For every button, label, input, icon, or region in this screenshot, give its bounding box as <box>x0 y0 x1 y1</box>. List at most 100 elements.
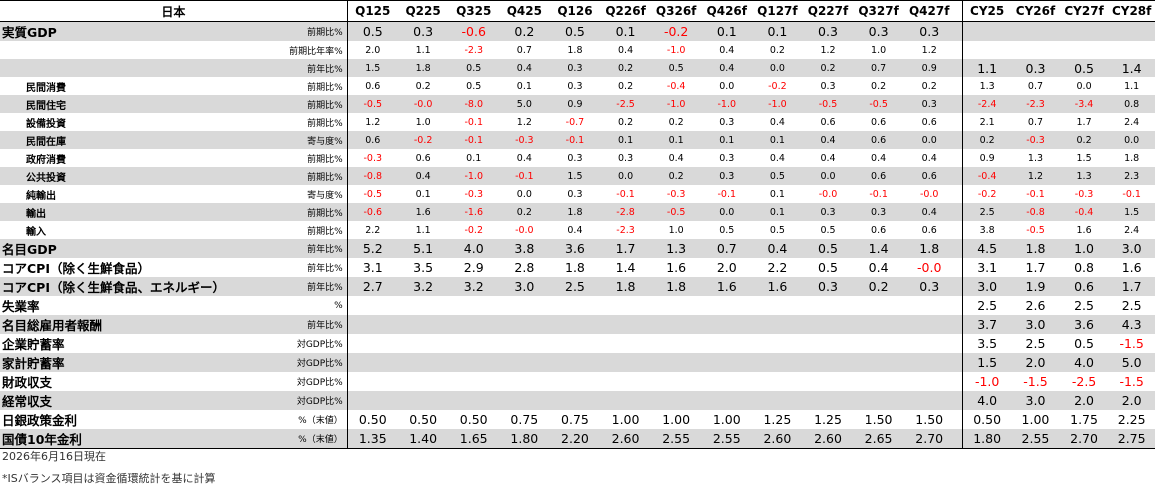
quarter-value-cell: 0.3 <box>567 80 583 92</box>
year-value-cell: 1.8 <box>1011 239 1060 258</box>
row-unit: 対GDP比% <box>266 353 348 372</box>
quarter-value-cell: 0.5 <box>448 59 500 77</box>
year-value-cell: -2.5 <box>1071 374 1097 389</box>
year-value-cell: -0.4 <box>962 167 1012 185</box>
quarter-value-cell: 2.65 <box>853 429 904 449</box>
quarter-value-cell: 1.40 <box>397 429 449 449</box>
quarter-value-cell: 1.00 <box>611 412 640 427</box>
quarter-value-cell: 0.5 <box>820 224 836 236</box>
year-value-cell: 2.4 <box>1124 224 1140 236</box>
quarter-value-cell: 0.0 <box>903 131 955 149</box>
quarter-value-cell: 0.6 <box>871 116 887 128</box>
quarter-value-cell: -0.3 <box>464 188 483 200</box>
quarter-value-cell: 1.5 <box>549 167 601 185</box>
quarter-value-cell: 1.50 <box>915 412 944 427</box>
quarter-value-cell: 2.2 <box>767 260 788 275</box>
quarter-value-cell: 2.60 <box>752 429 803 449</box>
row-label: 設備投資 <box>26 118 66 130</box>
year-value-cell <box>1060 41 1109 59</box>
quarter-value-cell <box>549 315 601 334</box>
quarter-value-cell: -1.0 <box>650 95 702 113</box>
quarter-value-cell: 1.80 <box>499 429 550 449</box>
quarter-value-cell: -0.0 <box>919 188 939 200</box>
quarter-value-cell: 0.3 <box>903 21 955 41</box>
year-value-cell: 3.5 <box>977 336 998 351</box>
quarter-value-cell: -0.1 <box>499 167 550 185</box>
row-unit: 前期比年率% <box>266 41 348 59</box>
year-value-cell <box>1108 21 1155 41</box>
year-value-cell: 1.5 <box>962 353 1012 372</box>
row-unit: 前期比% <box>266 21 348 41</box>
table-row: 公共投資 前期比% -0.8 0.4 -1.0 -0.1 1.5 0.0 0.2 0.3 0.5 0.… <box>0 167 1155 185</box>
row-unit: 前期比% <box>266 221 348 239</box>
quarter-value-cell: -0.4 <box>666 80 686 92</box>
quarter-value-cell: 1.8 <box>397 59 449 77</box>
quarter-value-cell: 1.0 <box>668 224 684 236</box>
quarter-value-cell: 0.9 <box>903 59 955 77</box>
quarter-value-cell <box>347 296 398 315</box>
quarter-value-cell: 1.2 <box>365 116 381 128</box>
table-row: 失業率% 2.5 2.6 2.5 2.5 <box>0 296 1155 315</box>
quarter-value-cell: -0.5 <box>347 95 398 113</box>
quarter-value-cell: 0.0 <box>600 167 651 185</box>
column-gap <box>954 296 964 315</box>
quarter-value-cell: 0.3 <box>802 21 854 41</box>
quarter-value-cell: -0.0 <box>818 188 838 200</box>
quarter-value-cell: 0.4 <box>397 167 449 185</box>
year-value-cell: 1.3 <box>1027 152 1044 164</box>
year-value-cell: 1.8 <box>1124 152 1140 164</box>
quarter-value-cell <box>853 334 904 353</box>
quarter-value-cell: -0.1 <box>717 188 737 200</box>
quarter-value-cell: 0.6 <box>921 224 937 236</box>
quarter-value-cell: 0.6 <box>853 131 904 149</box>
quarter-value-cell <box>499 315 550 334</box>
year-value-cell: 0.0 <box>1108 131 1155 149</box>
year-value-cell: -2.4 <box>962 95 1012 113</box>
quarter-value-cell: -0.3 <box>363 152 383 164</box>
year-value-cell: 2.6 <box>1025 298 1046 313</box>
quarter-value-cell <box>448 315 500 334</box>
year-value-cell: -0.1 <box>1026 188 1045 200</box>
year-value-cell: 1.5 <box>1108 203 1155 221</box>
quarter-value-cell: 5.0 <box>499 95 550 113</box>
year-value-cell: 0.50 <box>973 412 1002 427</box>
quarter-value-cell: 0.5 <box>752 167 803 185</box>
quarter-value-cell <box>803 334 854 353</box>
quarter-value-cell <box>397 353 449 372</box>
year-value-cell: -1.0 <box>974 374 1000 389</box>
year-value-cell: 3.1 <box>977 260 998 275</box>
quarter-value-cell: 0.50 <box>358 412 387 427</box>
year-value-cell: 0.0 <box>1076 80 1092 92</box>
table-row: 日銀政策金利 %（末値） 0.50 0.50 0.50 0.75 0.75 1.00 1.00 1… <box>0 410 1155 429</box>
year-value-cell: 2.5 <box>962 203 1012 221</box>
column-gap <box>954 149 964 167</box>
year-value-cell: 0.6 <box>1059 277 1109 296</box>
quarter-value-cell <box>550 334 601 353</box>
quarter-value-cell: 0.6 <box>921 116 937 128</box>
quarter-value-cell: 2.5 <box>549 277 601 296</box>
year-value-cell: 2.0 <box>1059 391 1109 410</box>
row-unit: 前年比% <box>266 59 348 77</box>
footer-notes: 2026年6月16日現在 *ISバランス項目は資金循環統計を基に計算 <box>0 446 216 490</box>
quarter-value-cell: -0.1 <box>549 131 601 149</box>
quarter-value-cell: 3.6 <box>549 239 601 258</box>
quarter-value-cell <box>853 372 904 391</box>
quarter-value-cell: 0.7 <box>853 59 904 77</box>
quarter-value-cell <box>802 391 854 410</box>
quarter-value-cell: 0.4 <box>752 239 803 258</box>
year-value-cell: 2.4 <box>1124 116 1140 128</box>
quarter-value-cell: 1.50 <box>864 412 893 427</box>
year-value-cell <box>1011 41 1060 59</box>
quarter-value-cell <box>803 372 854 391</box>
quarter-value-cell: 0.1 <box>752 203 803 221</box>
quarter-value-cell <box>752 315 803 334</box>
column-gap <box>954 203 964 221</box>
quarter-value-cell: -2.3 <box>616 224 635 236</box>
quarter-value-cell <box>600 353 651 372</box>
col-header-year: CY27f <box>1059 0 1109 22</box>
quarter-value-cell: 0.5 <box>769 224 785 236</box>
year-value-cell: 0.2 <box>962 131 1012 149</box>
quarter-value-cell <box>904 296 955 315</box>
quarter-value-cell <box>398 334 449 353</box>
quarter-value-cell: 0.2 <box>668 116 684 128</box>
